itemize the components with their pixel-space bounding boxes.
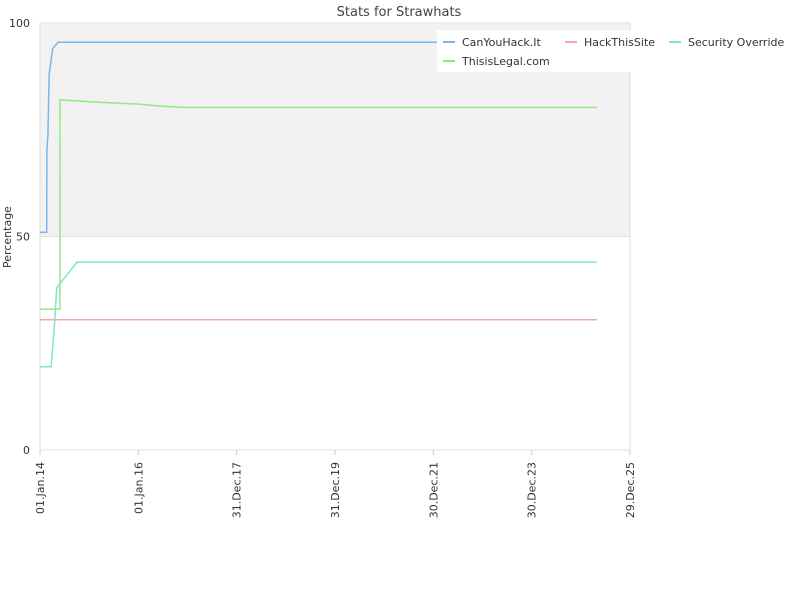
x-tick-label: 30.Dec.23 — [526, 462, 539, 518]
y-tick-label: 0 — [23, 444, 30, 457]
chart-title: Stats for Strawhats — [337, 5, 462, 20]
x-tick-label: 31.Dec.17 — [231, 462, 244, 518]
legend-label: CanYouHack.It — [462, 36, 542, 49]
y-axis-label: Percentage — [1, 206, 14, 268]
legend-label: HackThisSite — [584, 36, 655, 49]
legend-label: ThisisLegal.com — [461, 55, 550, 68]
x-tick-label: 30.Dec.21 — [427, 462, 440, 518]
legend-label: Security Override — [688, 36, 784, 49]
legend-box — [437, 30, 782, 72]
x-tick-label: 01.Jan.16 — [132, 462, 145, 514]
y-tick-label: 50 — [16, 231, 30, 244]
y-tick-label: 100 — [9, 17, 30, 30]
x-tick-label: 29.Dec.25 — [624, 462, 637, 518]
x-tick-label: 01.Jan.14 — [34, 462, 47, 514]
x-tick-label: 31.Dec.19 — [329, 462, 342, 518]
series-line — [40, 99, 597, 310]
legend: CanYouHack.It HackThisSite Security Overri… — [437, 30, 784, 72]
series-line — [40, 41, 597, 233]
series-line — [40, 261, 597, 368]
